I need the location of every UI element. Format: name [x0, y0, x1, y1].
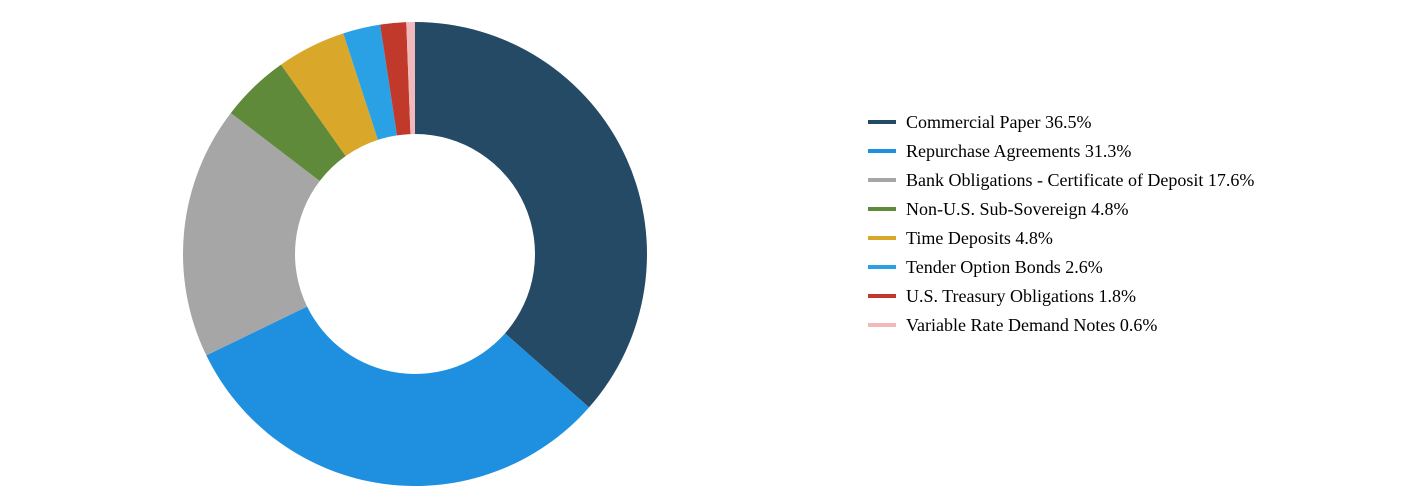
legend-item-1: Repurchase Agreements 31.3% — [868, 136, 1254, 165]
donut-svg — [183, 22, 647, 486]
legend-swatch-1 — [868, 149, 896, 153]
legend-swatch-5 — [868, 265, 896, 269]
legend: Commercial Paper 36.5% Repurchase Agreeme… — [868, 107, 1254, 339]
legend-swatch-2 — [868, 178, 896, 182]
donut-chart — [183, 22, 647, 486]
legend-swatch-4 — [868, 236, 896, 240]
legend-swatch-6 — [868, 294, 896, 298]
legend-swatch-3 — [868, 207, 896, 211]
legend-label-2: Bank Obligations - Certificate of Deposi… — [906, 171, 1254, 189]
legend-item-7: Variable Rate Demand Notes 0.6% — [868, 310, 1254, 339]
legend-label-1: Repurchase Agreements 31.3% — [906, 142, 1131, 160]
legend-label-3: Non-U.S. Sub-Sovereign 4.8% — [906, 200, 1129, 218]
legend-label-6: U.S. Treasury Obligations 1.8% — [906, 287, 1136, 305]
legend-item-0: Commercial Paper 36.5% — [868, 107, 1254, 136]
donut-slice-0 — [415, 22, 647, 407]
legend-item-4: Time Deposits 4.8% — [868, 223, 1254, 252]
legend-label-7: Variable Rate Demand Notes 0.6% — [906, 316, 1157, 334]
legend-label-0: Commercial Paper 36.5% — [906, 113, 1091, 131]
legend-item-5: Tender Option Bonds 2.6% — [868, 252, 1254, 281]
chart-stage: Commercial Paper 36.5% Repurchase Agreeme… — [0, 0, 1428, 504]
legend-swatch-7 — [868, 323, 896, 327]
legend-label-5: Tender Option Bonds 2.6% — [906, 258, 1103, 276]
legend-item-3: Non-U.S. Sub-Sovereign 4.8% — [868, 194, 1254, 223]
legend-swatch-0 — [868, 120, 896, 124]
legend-label-4: Time Deposits 4.8% — [906, 229, 1053, 247]
legend-item-2: Bank Obligations - Certificate of Deposi… — [868, 165, 1254, 194]
legend-item-6: U.S. Treasury Obligations 1.8% — [868, 281, 1254, 310]
